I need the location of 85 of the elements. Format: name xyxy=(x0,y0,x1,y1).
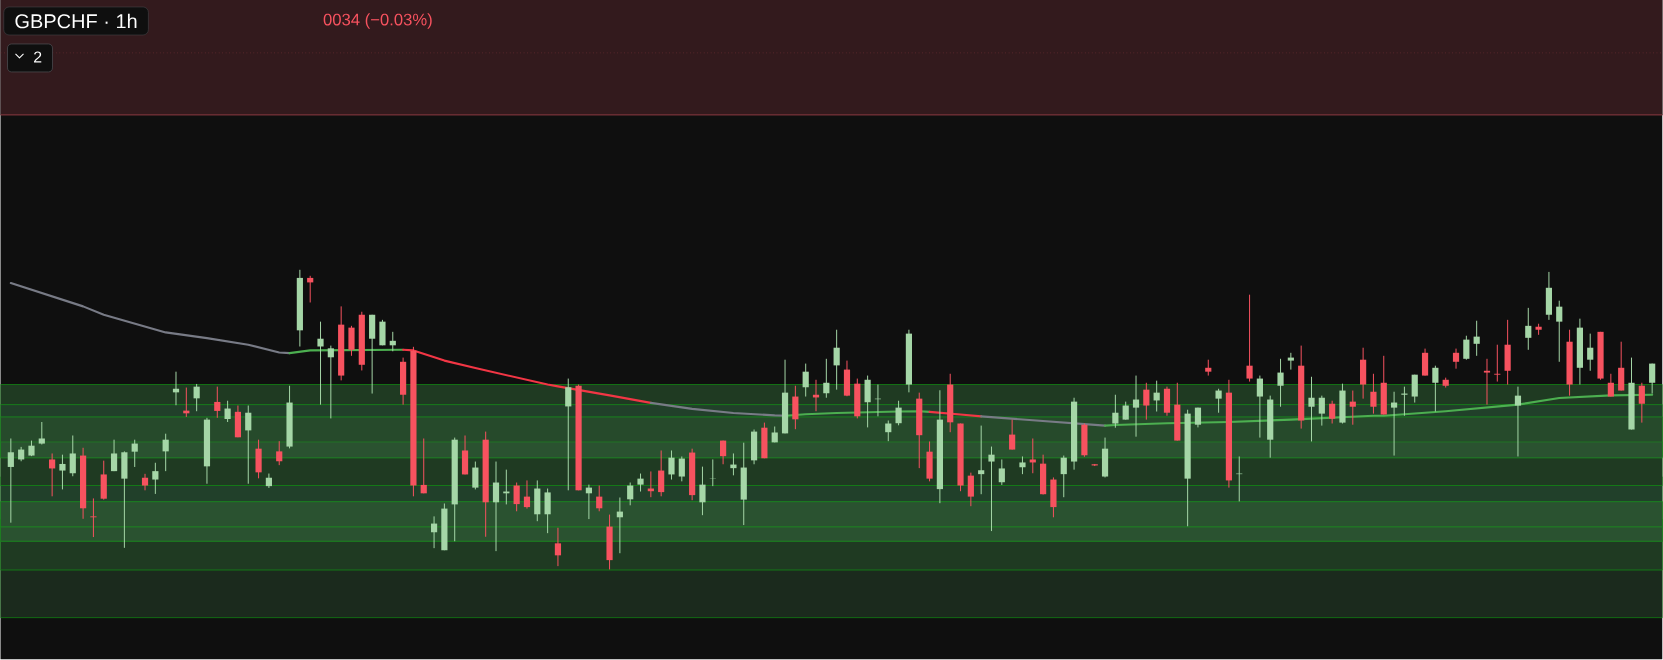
candlestick xyxy=(1060,455,1067,498)
candlestick xyxy=(49,453,56,498)
candlestick xyxy=(420,438,427,495)
candlestick xyxy=(554,527,562,567)
candlestick xyxy=(699,466,706,516)
candlestick xyxy=(1132,375,1140,438)
candlestick xyxy=(1411,374,1418,404)
candlestick xyxy=(678,456,685,483)
candlestick xyxy=(895,400,902,427)
candlestick xyxy=(864,375,871,429)
candlestick xyxy=(193,383,200,412)
candlestick xyxy=(162,433,169,472)
candlestick xyxy=(1318,395,1325,427)
candlestick xyxy=(596,485,603,512)
candlestick xyxy=(245,405,252,485)
candlestick xyxy=(348,325,355,357)
candlestick xyxy=(565,378,572,492)
candlestick xyxy=(1401,386,1408,417)
candlestick xyxy=(59,454,66,491)
chart-title: GBPCHF · 1h xyxy=(15,13,137,29)
candlestick xyxy=(1587,333,1594,372)
candlestick xyxy=(1463,335,1470,361)
candlestick xyxy=(1308,376,1315,443)
candlestick xyxy=(823,358,830,399)
candlestick xyxy=(1421,348,1429,377)
candlestick xyxy=(1370,373,1377,415)
candlestick xyxy=(461,435,469,476)
candlestick xyxy=(1452,348,1460,370)
candlestick xyxy=(1277,358,1284,408)
candlestick xyxy=(1329,400,1336,425)
candlestick xyxy=(1112,394,1119,429)
candlestick xyxy=(1256,375,1263,439)
candlestick xyxy=(1009,419,1016,451)
candlestick xyxy=(627,482,634,506)
text: 2 xyxy=(34,51,42,63)
candlestick xyxy=(1215,388,1222,414)
candlestick xyxy=(472,461,479,491)
candlestick xyxy=(1473,320,1480,357)
candlestick xyxy=(369,314,376,395)
candlestick xyxy=(90,498,97,538)
candlestick xyxy=(379,319,386,347)
candlestick xyxy=(7,438,14,524)
candlestick xyxy=(833,329,840,391)
text: 0034 (−0.03%) xyxy=(323,13,432,29)
candlestick xyxy=(492,461,500,552)
candlestick xyxy=(792,385,799,430)
candlestick xyxy=(276,440,283,466)
candlestick xyxy=(214,386,221,419)
candlestick xyxy=(1556,300,1563,363)
candlestick xyxy=(802,363,809,398)
candlestick xyxy=(141,473,149,492)
candlestick xyxy=(1246,294,1253,383)
candlestick xyxy=(1618,341,1625,392)
candlestick xyxy=(1607,373,1614,398)
candlestick xyxy=(978,425,985,495)
candlestick xyxy=(1638,382,1645,424)
candlestick xyxy=(327,345,334,420)
candlestick xyxy=(131,439,138,468)
candlestick xyxy=(1143,382,1150,421)
candlestick xyxy=(658,450,665,498)
candlestick xyxy=(513,482,520,512)
candlestick xyxy=(152,462,159,495)
candlestick xyxy=(1349,390,1356,426)
candlestick xyxy=(967,472,974,507)
candlestick xyxy=(1432,365,1439,413)
candlestick xyxy=(1649,363,1656,395)
candlestick xyxy=(988,446,995,532)
candlestick xyxy=(1390,391,1398,457)
candlestick xyxy=(1163,386,1171,417)
candlestick xyxy=(998,459,1005,486)
candlestick xyxy=(523,480,531,510)
candlestick xyxy=(110,439,118,472)
candlestick xyxy=(1525,307,1532,351)
candlestick xyxy=(1029,438,1036,474)
candlestick xyxy=(1494,344,1501,383)
candlestick xyxy=(668,450,675,481)
candlestick xyxy=(1483,358,1491,406)
candlestick xyxy=(544,488,551,534)
candlestick xyxy=(255,439,262,480)
candlestick xyxy=(730,453,737,477)
candlestick xyxy=(224,400,231,423)
candlestick xyxy=(1287,352,1294,371)
candlestick xyxy=(317,321,324,406)
candlestick xyxy=(69,435,76,477)
candlestick xyxy=(1514,386,1522,458)
